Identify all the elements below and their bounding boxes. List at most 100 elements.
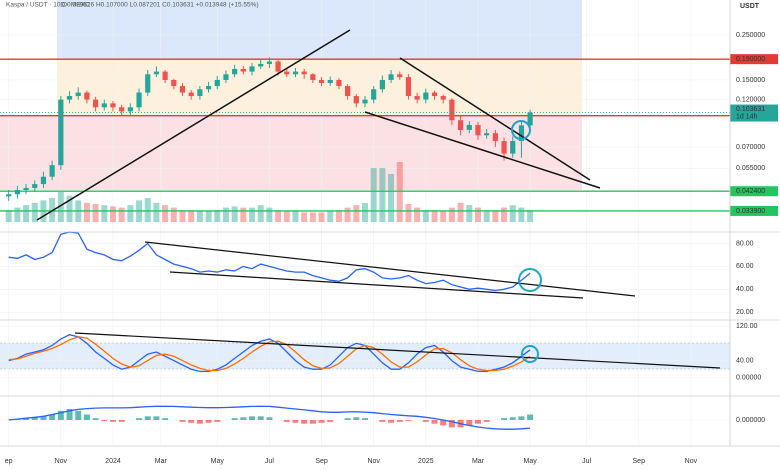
candle-body: [127, 107, 133, 112]
x-tick-label: Sep: [315, 458, 328, 465]
candle-body: [397, 74, 403, 78]
candle-body: [414, 96, 420, 100]
candle-body: [510, 141, 516, 154]
x-tick-label: 2025: [418, 458, 434, 465]
level-badge: [730, 54, 778, 65]
histogram-bar: [23, 418, 30, 420]
histogram-bar: [292, 420, 299, 423]
trend-line: [169, 271, 584, 299]
histogram-bar: [205, 420, 212, 423]
volume-bar: [31, 202, 38, 222]
candle-body: [501, 141, 507, 154]
zone-blue: [57, 0, 582, 60]
trend-line: [399, 57, 591, 181]
candle-body: [58, 99, 64, 166]
histogram-bar: [92, 418, 99, 420]
candle-body: [205, 86, 212, 90]
volume-bar: [422, 210, 429, 222]
volume-bar: [275, 210, 282, 222]
candle-body: [379, 79, 385, 90]
candle-body: [249, 66, 255, 72]
histogram-bar: [257, 416, 264, 420]
candle-body: [266, 61, 273, 64]
volume-bar: [327, 211, 334, 222]
y-tick-label: 0.150000: [736, 77, 765, 84]
countdown-label: 1d 14h: [736, 113, 758, 120]
volume-bar: [144, 198, 151, 222]
volume-bar: [396, 162, 403, 222]
volume-bar: [405, 204, 412, 222]
candle-body: [179, 86, 186, 93]
histogram-bar: [231, 418, 238, 420]
volume-bar: [118, 207, 125, 222]
histogram-bar: [109, 420, 116, 422]
volume-bar: [370, 168, 377, 222]
candle-body: [449, 99, 455, 121]
histogram-bar: [240, 417, 247, 420]
volume-bar: [214, 210, 221, 222]
candle-body: [153, 71, 160, 75]
trend-line: [36, 29, 351, 221]
candle-body: [423, 92, 429, 100]
volume-bar: [222, 207, 229, 222]
candle-body: [101, 103, 107, 108]
y-tick-label: 0.250000: [736, 32, 765, 39]
volume-bar: [66, 195, 73, 222]
x-tick-label: 2024: [105, 458, 121, 465]
candle-body: [527, 112, 533, 126]
volume-bar: [249, 207, 256, 222]
last-price-label: 0.103631: [736, 106, 765, 113]
histogram-bar: [440, 420, 447, 426]
histogram-bar: [214, 420, 221, 422]
level-label: 0.042400: [736, 188, 765, 195]
histogram-bar: [136, 418, 143, 420]
histogram-bar: [353, 417, 360, 420]
histogram-bar: [509, 417, 516, 420]
candle-body: [188, 92, 194, 97]
x-tick-label: Nov: [367, 458, 380, 465]
candle-body: [232, 68, 238, 75]
histogram-bar: [188, 420, 195, 423]
volume-bar: [153, 202, 160, 222]
candle-body: [466, 124, 472, 130]
histogram-bar: [283, 420, 290, 422]
volume-bar: [101, 205, 108, 222]
volume-bar: [231, 206, 238, 222]
y-tick-label: 80.00: [736, 240, 754, 247]
histogram-bar: [66, 409, 73, 420]
histogram-bar: [118, 420, 125, 422]
volume-bar: [388, 174, 395, 222]
histogram-bar: [179, 420, 186, 422]
candle-body: [431, 92, 438, 97]
histogram-bar: [196, 420, 203, 424]
histogram-bar: [422, 420, 429, 422]
volume-bar: [257, 205, 264, 222]
candle-body: [275, 61, 281, 72]
candle-body: [327, 79, 333, 83]
x-tick-label: Mar: [472, 458, 485, 465]
candle-body: [405, 77, 412, 97]
histogram-bar: [162, 418, 169, 420]
trend-line: [364, 111, 601, 189]
trend-line: [74, 332, 721, 369]
histogram-bar: [448, 420, 455, 428]
volume-bar: [109, 206, 116, 222]
highlight-circle: [511, 120, 531, 140]
histogram-bar: [318, 420, 325, 423]
y-tick-label: 40.00: [736, 357, 754, 364]
candle-body: [371, 89, 377, 100]
volume-bar: [483, 210, 490, 222]
candle-body: [318, 79, 325, 83]
candle-body: [492, 133, 498, 142]
volume-bar: [466, 205, 473, 222]
histogram-bar: [527, 414, 534, 420]
volume-bar: [527, 210, 534, 222]
y-axis-label: USDT: [740, 3, 760, 10]
chart-title: Kaspa / USDT · 10D · MEXC: [6, 2, 90, 9]
candle-body: [23, 187, 29, 190]
candle-body: [353, 96, 359, 104]
volume-bar: [344, 207, 351, 222]
candle-body: [145, 74, 151, 93]
series-line: [8, 405, 531, 430]
x-tick-label: May: [524, 458, 538, 465]
